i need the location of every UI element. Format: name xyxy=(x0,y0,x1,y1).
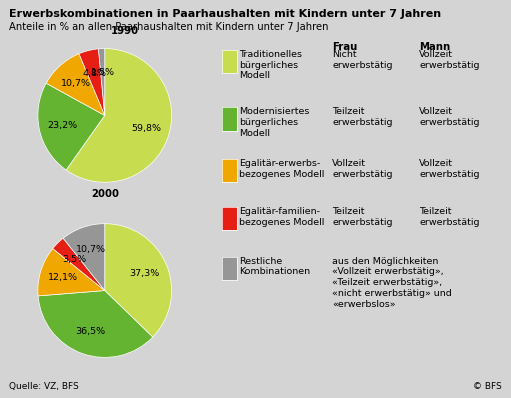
Text: 4,8%: 4,8% xyxy=(82,69,106,78)
Text: 1990: 1990 xyxy=(111,26,140,36)
Wedge shape xyxy=(66,49,172,182)
Text: Vollzeit
erwerbstätig: Vollzeit erwerbstätig xyxy=(419,159,479,179)
Wedge shape xyxy=(38,83,105,170)
Text: 10,7%: 10,7% xyxy=(61,78,91,88)
Text: Traditionelles
bürgerliches
Modell: Traditionelles bürgerliches Modell xyxy=(239,50,302,80)
Text: Quelle: VZ, BFS: Quelle: VZ, BFS xyxy=(9,382,79,391)
Text: Egalitär-familien-
bezogenes Modell: Egalitär-familien- bezogenes Modell xyxy=(239,207,324,227)
Text: aus den Möglichkeiten
«Vollzeit erwerbstätig»,
«Teilzeit erwerbstätig»,
«nicht e: aus den Möglichkeiten «Vollzeit erwerbst… xyxy=(332,257,452,309)
Text: 59,8%: 59,8% xyxy=(131,124,161,133)
Text: Erwerbskombinationen in Paarhaushalten mit Kindern unter 7 Jahren: Erwerbskombinationen in Paarhaushalten m… xyxy=(9,9,442,19)
Text: 23,2%: 23,2% xyxy=(48,121,78,130)
Text: Modernisiertes
bürgerliches
Modell: Modernisiertes bürgerliches Modell xyxy=(239,107,310,138)
Wedge shape xyxy=(46,54,105,115)
Wedge shape xyxy=(63,224,105,291)
Text: Vollzeit
erwerbstätig: Vollzeit erwerbstätig xyxy=(419,107,479,127)
Text: 10,7%: 10,7% xyxy=(76,245,105,254)
Wedge shape xyxy=(38,291,153,357)
Wedge shape xyxy=(53,238,105,291)
Text: 12,1%: 12,1% xyxy=(48,273,78,282)
Text: 3,5%: 3,5% xyxy=(62,255,86,264)
Text: Nicht
erwerbstätig: Nicht erwerbstätig xyxy=(332,50,392,70)
Text: 36,5%: 36,5% xyxy=(75,327,105,336)
Wedge shape xyxy=(38,248,105,296)
Text: Teilzeit
erwerbstätig: Teilzeit erwerbstätig xyxy=(332,207,392,227)
Wedge shape xyxy=(79,49,105,115)
Text: Mann: Mann xyxy=(419,42,450,52)
Text: 37,3%: 37,3% xyxy=(130,269,160,278)
Wedge shape xyxy=(99,49,105,115)
Text: Teilzeit
erwerbstätig: Teilzeit erwerbstätig xyxy=(419,207,479,227)
Text: 2000: 2000 xyxy=(91,189,119,199)
Text: Vollzeit
erwerbstätig: Vollzeit erwerbstätig xyxy=(332,159,392,179)
Text: Vollzeit
erwerbstätig: Vollzeit erwerbstätig xyxy=(419,50,479,70)
Text: Restliche
Kombinationen: Restliche Kombinationen xyxy=(239,257,310,277)
Text: Teilzeit
erwerbstätig: Teilzeit erwerbstätig xyxy=(332,107,392,127)
Text: Egalitär-erwerbs-
bezogenes Modell: Egalitär-erwerbs- bezogenes Modell xyxy=(239,159,324,179)
Text: © BFS: © BFS xyxy=(473,382,502,391)
Wedge shape xyxy=(105,224,172,337)
Text: Anteile in % an allen Paarhaushalten mit Kindern unter 7 Jahren: Anteile in % an allen Paarhaushalten mit… xyxy=(9,22,329,32)
Text: 1,5%: 1,5% xyxy=(91,68,114,76)
Text: Frau: Frau xyxy=(332,42,358,52)
